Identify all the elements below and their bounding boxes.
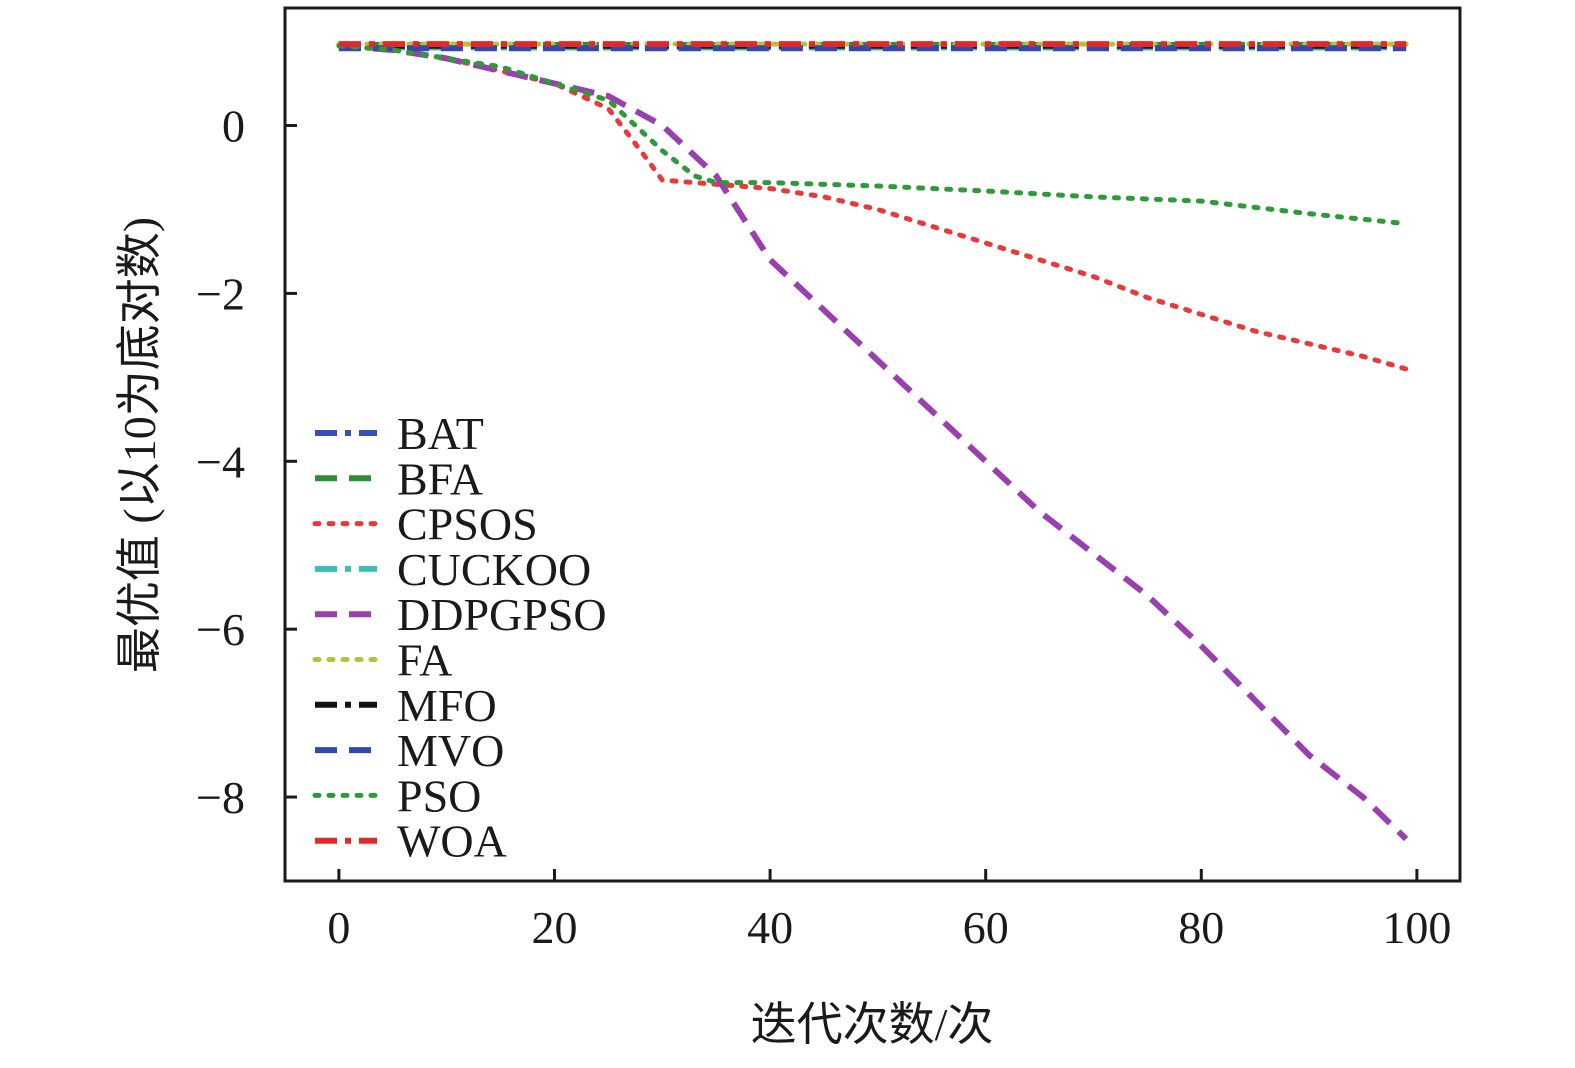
legend-label-bat: BAT	[397, 408, 484, 459]
x-tick-label: 20	[531, 902, 577, 953]
y-tick-label: −8	[196, 772, 245, 823]
ticks-layer: 0 20 40 60 80 100 0 −2 −4 −6 −8	[196, 101, 1451, 953]
legend-label-ddpgpso: DDPGPSO	[397, 589, 607, 640]
y-tick-label: −2	[196, 268, 245, 319]
legend-label-cpsos: CPSOS	[397, 499, 538, 550]
y-tick-label: 0	[222, 101, 245, 152]
plot-frame	[283, 6, 1462, 883]
series-line-cpsos	[336, 43, 1409, 372]
series-line-ddpgpso	[338, 42, 1409, 842]
x-tick-label: 100	[1382, 902, 1451, 953]
series-layer	[336, 41, 1409, 842]
y-axis-title: 最优值 (以10为底对数)	[114, 217, 165, 673]
x-axis-title: 迭代次数/次	[751, 999, 994, 1050]
legend-label-fa: FA	[397, 635, 452, 686]
legend-label-cuckoo: CUCKOO	[397, 544, 591, 595]
legend-label-pso: PSO	[397, 770, 481, 821]
legend-label-mfo: MFO	[397, 680, 497, 731]
series-line-pso	[336, 43, 1409, 227]
x-tick-label: 60	[963, 902, 1009, 953]
legend-label-mvo: MVO	[397, 725, 504, 776]
legend-label-bfa: BFA	[397, 453, 483, 504]
x-tick-label: 80	[1178, 902, 1224, 953]
y-tick-label: −4	[196, 436, 245, 487]
legend-label-woa: WOA	[397, 816, 507, 867]
x-tick-label: 40	[747, 902, 793, 953]
x-tick-label: 0	[327, 902, 350, 953]
y-tick-label: −6	[196, 604, 245, 655]
